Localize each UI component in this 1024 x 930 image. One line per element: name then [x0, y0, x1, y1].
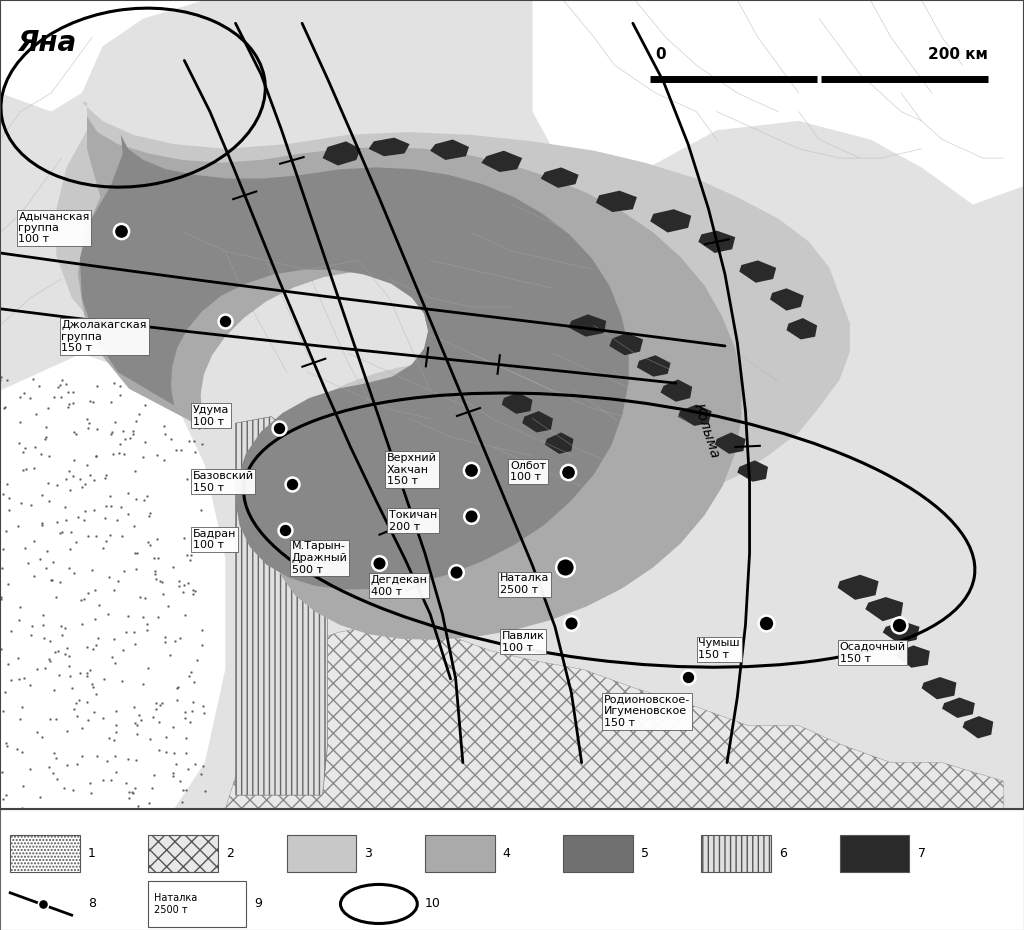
Polygon shape — [522, 411, 553, 432]
Polygon shape — [838, 575, 879, 600]
Polygon shape — [715, 432, 745, 454]
Bar — [0, 0, 1024, 809]
Bar — [10, 835, 80, 872]
Text: 200 км: 200 км — [929, 47, 988, 62]
Polygon shape — [963, 716, 993, 738]
Point — [371, 555, 387, 570]
Text: Токичан
200 т: Токичан 200 т — [389, 510, 437, 532]
Polygon shape — [56, 102, 850, 553]
Point — [270, 420, 287, 435]
Text: Адычанская
группа
100 т: Адычанская группа 100 т — [18, 211, 90, 245]
Text: 7: 7 — [918, 847, 926, 860]
Text: Павлик
100 т: Павлик 100 т — [502, 631, 545, 653]
Text: Верхний
Хакчан
150 т: Верхний Хакчан 150 т — [387, 453, 437, 486]
Bar — [0, 0, 1024, 809]
Polygon shape — [637, 355, 671, 377]
Text: 5: 5 — [641, 847, 649, 860]
Polygon shape — [786, 318, 817, 339]
Polygon shape — [739, 260, 776, 283]
Bar — [425, 835, 495, 872]
Bar — [0, 809, 1024, 930]
Text: 6: 6 — [779, 847, 787, 860]
Text: Олбот
100 т: Олбот 100 т — [510, 460, 546, 483]
Text: Родионовское-
Игуменовское
150 т: Родионовское- Игуменовское 150 т — [604, 695, 690, 728]
Polygon shape — [369, 138, 410, 156]
Text: Осадочный
150 т: Осадочный 150 т — [840, 642, 906, 664]
Text: 10: 10 — [425, 897, 441, 910]
Bar — [148, 835, 218, 872]
Text: Джолакагская
группа
150 т: Джолакагская группа 150 т — [61, 320, 146, 353]
Polygon shape — [650, 209, 691, 232]
Text: 3: 3 — [365, 847, 373, 860]
Bar — [840, 835, 909, 872]
Polygon shape — [0, 0, 205, 112]
Polygon shape — [481, 151, 522, 172]
Polygon shape — [430, 140, 469, 160]
Polygon shape — [532, 0, 1024, 205]
Polygon shape — [323, 141, 360, 166]
Text: Бадран
100 т: Бадран 100 т — [193, 528, 236, 551]
Point — [891, 618, 907, 632]
Point — [113, 223, 129, 238]
Point — [284, 476, 300, 491]
Polygon shape — [865, 597, 903, 621]
Text: Базовский
150 т: Базовский 150 т — [193, 471, 254, 493]
Point — [447, 565, 464, 579]
Polygon shape — [596, 191, 637, 212]
Polygon shape — [660, 379, 692, 402]
Text: М.Тарын-
Дражный
500 т: М.Тарын- Дражный 500 т — [292, 541, 348, 575]
Text: 8: 8 — [88, 897, 96, 910]
Text: 4: 4 — [503, 847, 511, 860]
Text: Дегдекан
400 т: Дегдекан 400 т — [371, 575, 428, 597]
Polygon shape — [78, 116, 741, 640]
Text: Колыма: Колыма — [690, 401, 721, 460]
Point — [35, 897, 51, 911]
Bar — [287, 835, 356, 872]
Point — [217, 313, 233, 328]
Text: 0: 0 — [655, 47, 666, 62]
Polygon shape — [541, 167, 579, 188]
Point — [463, 462, 479, 477]
Polygon shape — [678, 405, 712, 426]
Polygon shape — [80, 135, 629, 590]
Text: Удума
100 т: Удума 100 т — [193, 405, 229, 427]
Bar — [148, 881, 246, 927]
Polygon shape — [236, 417, 328, 795]
Point — [680, 670, 696, 684]
Polygon shape — [883, 621, 920, 644]
Polygon shape — [225, 623, 1004, 809]
Polygon shape — [609, 333, 643, 355]
Point — [563, 616, 580, 631]
Point — [276, 523, 293, 538]
Text: 2: 2 — [226, 847, 234, 860]
Polygon shape — [896, 645, 930, 668]
Polygon shape — [0, 353, 225, 809]
Text: 9: 9 — [254, 897, 262, 910]
Text: Наталка
2500 т: Наталка 2500 т — [500, 573, 549, 595]
Point — [758, 616, 774, 631]
Point — [560, 465, 577, 480]
Polygon shape — [698, 231, 735, 253]
Point — [463, 509, 479, 524]
Polygon shape — [770, 288, 804, 311]
Text: Яна: Яна — [17, 29, 77, 57]
Bar — [0, 0, 1024, 809]
Bar — [563, 835, 633, 872]
Text: 1: 1 — [88, 847, 96, 860]
Text: Чумыш
150 т: Чумыш 150 т — [698, 638, 740, 660]
Text: Наталка
2500 т: Наталка 2500 т — [154, 893, 197, 915]
Bar — [701, 835, 771, 872]
Point — [557, 560, 573, 575]
Polygon shape — [545, 432, 573, 454]
Polygon shape — [922, 677, 956, 699]
Polygon shape — [942, 698, 975, 718]
Polygon shape — [568, 314, 606, 337]
Polygon shape — [502, 392, 532, 414]
Polygon shape — [737, 460, 768, 482]
